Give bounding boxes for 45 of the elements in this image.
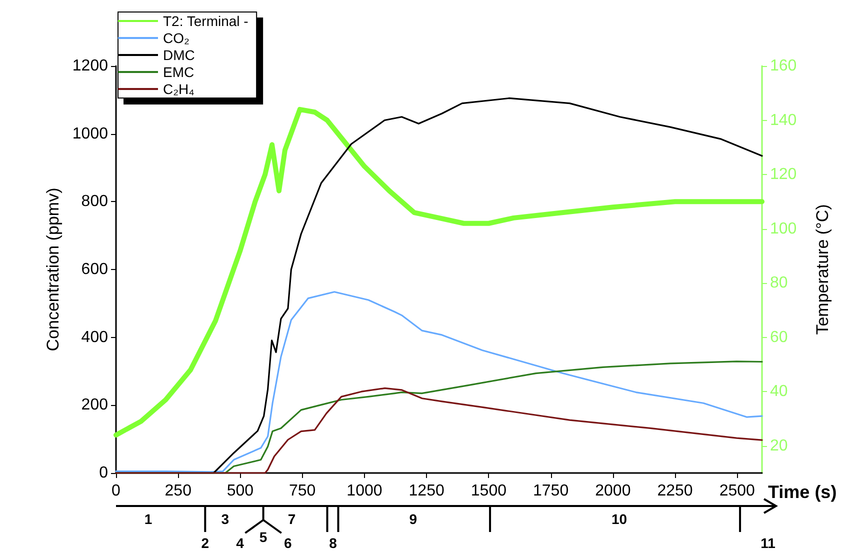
x-tick-label: 750 <box>288 482 316 500</box>
x-tick-label: 2250 <box>657 482 693 500</box>
x-tick-label: 1250 <box>408 482 444 500</box>
legend-label: DMC <box>163 47 195 63</box>
x-tick-label: 1000 <box>346 482 382 500</box>
x-tick-label: 250 <box>164 482 192 500</box>
text: 8 <box>329 535 338 551</box>
y-tick-label: 1000 <box>72 125 108 142</box>
x-axis-title: Time (s) <box>768 482 837 502</box>
y-tick-label: 600 <box>81 261 108 278</box>
y2-tick-label: 100 <box>770 220 797 238</box>
legend-label: C₂H₄ <box>163 81 195 97</box>
x-tick-label: 2500 <box>719 482 756 500</box>
text: 10 <box>611 511 628 527</box>
legend-label: EMC <box>163 64 194 80</box>
text: 6 <box>284 535 292 551</box>
y-axis-title: Concentration (ppmv) <box>44 188 63 352</box>
y-tick-label: 1200 <box>72 58 108 74</box>
text: 5 <box>259 529 268 545</box>
y-tick-label: 400 <box>81 328 108 346</box>
y2-tick-label: 160 <box>770 58 797 74</box>
y2-tick-label: 120 <box>770 166 797 184</box>
text: 9 <box>409 511 418 527</box>
x-tick-label: 2000 <box>595 482 631 500</box>
text: 7 <box>288 511 296 527</box>
y2-tick-label: 40 <box>770 383 788 400</box>
text: 3 <box>221 511 230 527</box>
y2-tick-label: 140 <box>770 112 797 129</box>
x-tick-label: 1750 <box>533 482 569 500</box>
x-tick-label: 0 <box>112 482 121 500</box>
text: 4 <box>236 535 244 551</box>
y2-tick-label: 20 <box>770 437 788 454</box>
y-tick-label: 200 <box>81 396 108 414</box>
legend-label: T2: Terminal - <box>163 13 249 29</box>
text: 11 <box>760 535 776 551</box>
x-tick-label: 1500 <box>470 482 507 500</box>
text: 1 <box>144 511 152 527</box>
y-tick-label: 800 <box>81 193 108 210</box>
y2-axis-title: Temperature (°C) <box>813 204 832 335</box>
x-tick-label: 500 <box>226 482 254 500</box>
y2-tick-label: 60 <box>770 328 788 346</box>
text: 2 <box>201 535 210 551</box>
y2-tick-label: 80 <box>770 274 788 292</box>
legend-label: CO₂ <box>163 30 190 46</box>
y-tick-label: 0 <box>99 464 108 482</box>
